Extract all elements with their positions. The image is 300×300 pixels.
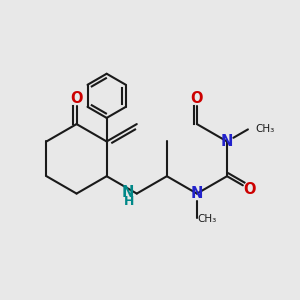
Text: CH₃: CH₃ <box>197 214 216 224</box>
Text: N: N <box>191 186 203 201</box>
Text: O: O <box>70 91 83 106</box>
Text: N: N <box>122 185 134 200</box>
Text: O: O <box>191 91 203 106</box>
Text: CH₃: CH₃ <box>255 124 274 134</box>
Text: N: N <box>221 134 233 149</box>
Text: O: O <box>243 182 256 196</box>
Text: H: H <box>124 195 134 208</box>
